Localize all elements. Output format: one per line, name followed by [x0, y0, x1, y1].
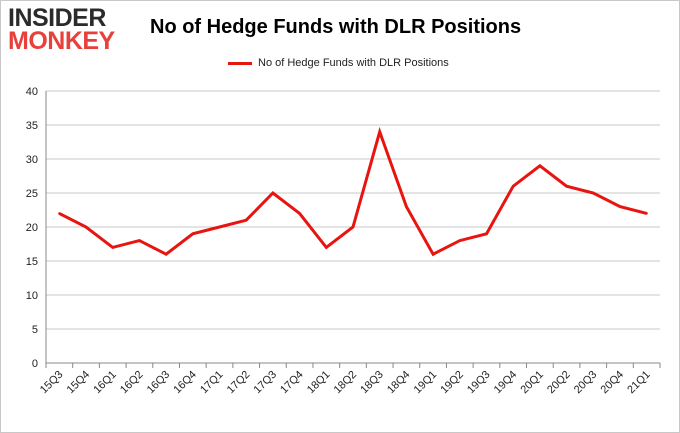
data-point: [645, 212, 648, 215]
data-point: [271, 191, 275, 195]
chart-legend: No of Hedge Funds with DLR Positions: [228, 56, 449, 70]
data-point: [138, 239, 141, 242]
x-tick-label: 21Q1: [625, 369, 653, 397]
data-point: [458, 239, 461, 242]
y-tick-label: 0: [32, 358, 38, 370]
x-tick-label: 16Q2: [118, 369, 146, 397]
data-point: [485, 232, 488, 235]
logo-line-1: INSIDER: [8, 4, 106, 32]
x-tick-label: 19Q3: [465, 369, 493, 397]
data-point: [351, 225, 355, 229]
data-point: [58, 212, 61, 215]
data-point: [164, 253, 168, 256]
data-point: [84, 225, 88, 229]
y-tick-label: 5: [32, 324, 38, 336]
x-tick-label: 16Q1: [91, 369, 119, 397]
x-tick-label: 18Q3: [358, 369, 386, 397]
data-point: [325, 246, 328, 249]
x-tick-label: 20Q3: [572, 369, 600, 397]
x-tick-label: 15Q4: [65, 369, 93, 397]
x-tick-label: 17Q4: [278, 369, 306, 397]
x-tick-label: 16Q4: [171, 369, 199, 397]
chart-title: No of Hedge Funds with DLR Positions: [150, 16, 522, 38]
data-point: [245, 219, 248, 222]
x-tick-label: 19Q2: [438, 369, 466, 397]
y-tick-label: 15: [26, 256, 38, 268]
data-point: [218, 225, 221, 229]
data-point: [405, 205, 408, 208]
data-point: [538, 164, 542, 167]
x-tick-label: 16Q3: [145, 369, 173, 397]
x-tick-label: 17Q1: [198, 369, 226, 397]
y-tick-label: 25: [26, 188, 38, 200]
x-tick-label: 17Q3: [252, 369, 280, 397]
logo-line-2: MONKEY: [8, 27, 115, 55]
x-tick-label: 18Q2: [332, 369, 360, 397]
legend-label: No of Hedge Funds with DLR Positions: [258, 57, 449, 69]
y-tick-label: 30: [26, 154, 38, 166]
data-point: [111, 246, 114, 249]
x-tick-label: 19Q4: [492, 369, 520, 397]
data-point: [565, 185, 568, 188]
legend-swatch: [228, 61, 252, 65]
data-point: [592, 191, 595, 195]
insider-monkey-logo: INSIDER MONKEY: [8, 6, 128, 54]
y-tick-label: 40: [26, 86, 38, 98]
data-point: [511, 185, 515, 188]
x-tick-label: 18Q4: [385, 369, 413, 397]
data-point: [191, 232, 195, 235]
x-tick-label: 20Q2: [545, 369, 573, 397]
data-point: [431, 253, 435, 256]
y-tick-label: 20: [26, 222, 38, 234]
x-tick-label: 19Q1: [412, 369, 440, 397]
data-point: [618, 205, 622, 208]
data-point: [378, 130, 381, 133]
x-tick-label: 18Q1: [305, 369, 333, 397]
y-tick-label: 35: [26, 120, 38, 132]
y-tick-label: 10: [26, 290, 38, 302]
data-point: [298, 212, 301, 215]
x-tick-label: 20Q4: [599, 369, 627, 397]
x-tick-label: 20Q1: [518, 369, 546, 397]
x-tick-label: 15Q3: [38, 369, 66, 397]
x-tick-label: 17Q2: [225, 369, 253, 397]
